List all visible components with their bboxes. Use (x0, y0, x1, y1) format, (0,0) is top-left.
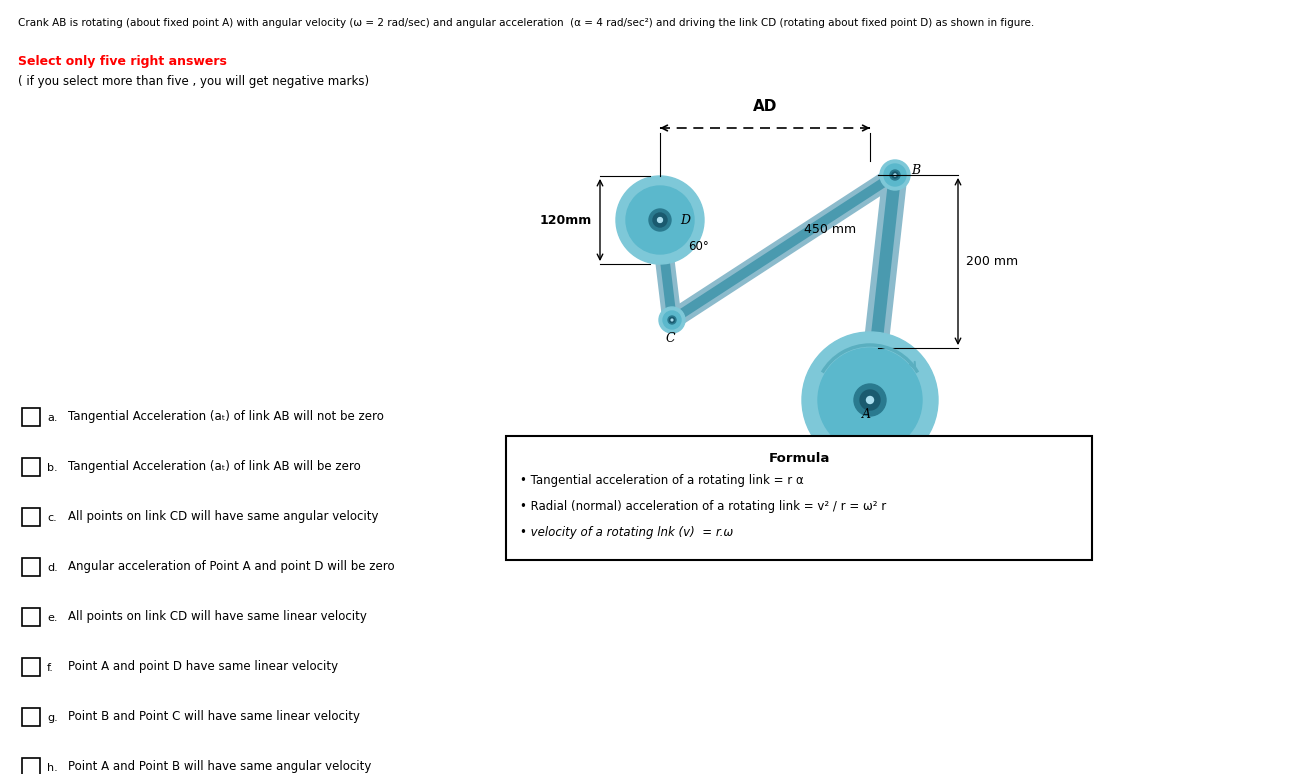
Text: Point A and point D have same linear velocity: Point A and point D have same linear vel… (68, 659, 338, 673)
Circle shape (658, 217, 663, 222)
Bar (22, 658, 40, 676)
Text: 450 mm: 450 mm (804, 223, 855, 236)
Bar (22, 758, 40, 774)
Text: All points on link CD will have same angular velocity: All points on link CD will have same ang… (68, 510, 378, 522)
Text: Tangential Acceleration (aₜ) of link AB will be zero: Tangential Acceleration (aₜ) of link AB … (68, 460, 361, 473)
Text: g.: g. (46, 714, 58, 723)
Bar (22, 708, 40, 726)
Circle shape (854, 384, 886, 416)
Circle shape (663, 311, 681, 329)
Circle shape (890, 170, 900, 180)
Text: e.: e. (46, 613, 58, 623)
Text: b.: b. (46, 464, 58, 473)
FancyBboxPatch shape (506, 436, 1093, 560)
Text: Crank AB is rotating (about fixed point A) with angular velocity (ω = 2 rad/sec): Crank AB is rotating (about fixed point … (18, 18, 1035, 28)
Circle shape (617, 176, 704, 264)
Circle shape (802, 332, 938, 468)
Text: • Radial (normal) acceleration of a rotating link = v² / r = ω² r: • Radial (normal) acceleration of a rota… (520, 500, 886, 513)
Text: Formula: Formula (769, 452, 829, 465)
Text: • Tangential acceleration of a rotating link = r α: • Tangential acceleration of a rotating … (520, 474, 804, 487)
Text: All points on link CD will have same linear velocity: All points on link CD will have same lin… (68, 610, 366, 623)
Text: C: C (666, 332, 676, 345)
Text: 200 mm: 200 mm (966, 255, 1018, 268)
Circle shape (659, 307, 685, 333)
Text: h.: h. (46, 763, 58, 773)
Circle shape (884, 164, 906, 186)
Bar (22, 508, 40, 526)
Circle shape (880, 160, 909, 190)
Text: B: B (911, 165, 920, 177)
Bar (22, 458, 40, 476)
Text: Tangential Acceleration (aₜ) of link AB will not be zero: Tangential Acceleration (aₜ) of link AB … (68, 409, 384, 423)
Text: ( if you select more than five , you will get negative marks): ( if you select more than five , you wil… (18, 75, 369, 88)
Text: D: D (680, 214, 690, 227)
Text: Point A and Point B will have same angular velocity: Point A and Point B will have same angul… (68, 760, 372, 772)
Bar (22, 608, 40, 626)
Circle shape (891, 172, 898, 178)
Circle shape (867, 396, 873, 403)
Text: Point B and Point C will have same linear velocity: Point B and Point C will have same linea… (68, 710, 360, 723)
Text: Angular acceleration of Point A and point D will be zero: Angular acceleration of Point A and poin… (68, 560, 395, 573)
Circle shape (670, 317, 675, 323)
Circle shape (671, 319, 673, 321)
Text: d.: d. (46, 563, 58, 574)
Circle shape (894, 174, 897, 176)
Text: • velocity of a rotating lnk (v)  = r.ω: • velocity of a rotating lnk (v) = r.ω (520, 526, 733, 539)
Text: c.: c. (46, 513, 57, 523)
Bar (22, 558, 40, 576)
Text: 120mm: 120mm (539, 214, 592, 227)
Text: a.: a. (46, 413, 58, 423)
Text: Select only five right answers: Select only five right answers (18, 55, 227, 68)
Text: AD: AD (753, 99, 777, 114)
Bar (22, 408, 40, 426)
Circle shape (668, 316, 676, 324)
Text: A: A (862, 408, 871, 421)
Circle shape (818, 348, 922, 452)
Circle shape (653, 213, 667, 227)
Text: f.: f. (46, 663, 54, 673)
Text: 60°: 60° (688, 240, 708, 253)
Circle shape (860, 390, 880, 410)
Circle shape (649, 209, 671, 231)
Circle shape (626, 186, 694, 254)
